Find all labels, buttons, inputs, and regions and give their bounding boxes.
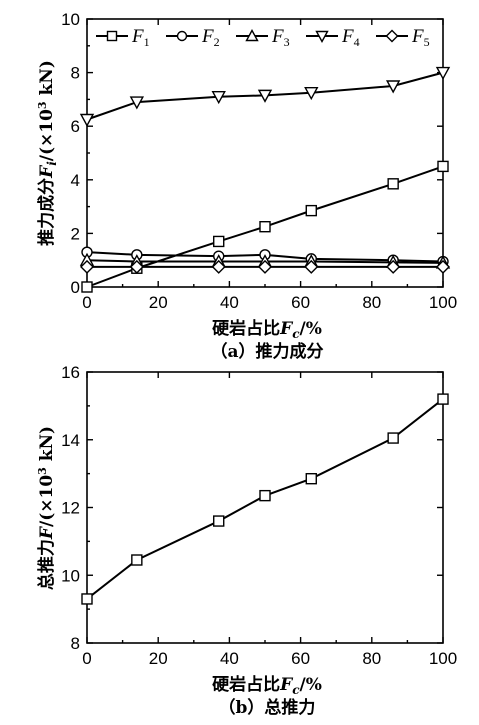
chart-a-caption: （a）推力成分 [210,341,323,362]
chart-b-x-tick-label: 40 [220,649,239,668]
chart-b-series-1-point [131,554,143,566]
chart-b-series-1-point [305,473,317,485]
chart-a-y-tick-label: 0 [71,278,80,297]
chart-a-y-tick-label: 10 [61,10,80,29]
chart-b-series-1-point [259,489,271,502]
chart-b-y-tick-label: 12 [61,499,80,518]
legend-label-5: F5 [411,26,430,49]
chart-a-y-tick-label: 4 [71,171,80,190]
legend-label-3: F3 [271,26,290,49]
chart-a-series-4-point [211,91,226,105]
chart-a-series-5-point [129,259,144,274]
chart-a-legend: F1 F2 F3 F4 F5 [96,26,430,49]
chart-a-series-1-point [437,160,449,173]
chart-b-series-1-point [437,393,449,405]
legend-marker-3 [245,29,259,42]
chart-a-x-tick-label: 100 [429,293,457,312]
chart-a-plot-frame [86,18,444,288]
chart-a-series-1-point [81,281,93,293]
chart-a-x-tick-label: 0 [82,293,91,312]
chart-a-y-axis-label: 推力成分Fi/(×103 kN) [36,60,59,246]
chart-b-series-1-point [387,432,399,444]
chart-b-y-axis-label: 总推力F/(×103 kN) [36,426,57,590]
chart-a-series-5-point [258,259,272,274]
legend-marker-1 [106,30,118,42]
chart-b: 0 20 40 60 80 100 8 10 12 14 16 总推力F/(×103 kN) 硬岩占… [36,363,457,718]
chart-a-series-4-point [79,113,95,127]
chart-a-series-1-point [305,204,317,217]
chart-a-series-5-point [211,259,226,274]
legend-marker-4 [315,30,329,43]
chart-b-y-tick-label: 10 [61,566,80,585]
chart-a-series-1-point [213,235,225,248]
chart-a-series-4-point [385,80,401,94]
chart-a-y-tick-label: 6 [71,117,80,136]
chart-b-y-tick-label: 16 [61,363,80,382]
chart-a-y-tick-label: 2 [71,224,80,243]
chart-b-x-axis-label: 硬岩占比Fc/% [212,674,322,697]
chart-a-series-1-point [387,178,399,190]
chart-b-y-tick-label: 8 [71,634,80,653]
chart-a-series-4-point [129,96,145,110]
chart-a-series-4-point [257,89,273,103]
chart-a-x-axis-label: 硬岩占比Fc/% [212,318,322,341]
chart-a-series-1-point [259,220,271,233]
chart-a-series-4-point [304,86,319,101]
chart-b-x-tick-label: 60 [291,649,310,668]
legend-label-2: F2 [201,26,220,49]
legend-label-4: F4 [341,26,360,49]
chart-b-x-tick-label: 20 [149,649,168,668]
chart-b-plot-frame [86,371,444,644]
chart-b-series-1-point [213,515,225,527]
chart-a: 0 20 40 60 80 100 0 2 4 6 8 10 F1 F2 F3 F4 F5 推力成分Fi/(×… [36,10,457,362]
chart-b-y-tick-label: 14 [61,431,80,450]
chart-a-x-tick-label: 60 [291,293,310,312]
chart-a-series-4-point [435,66,451,81]
chart-a-series-5-point [386,259,401,274]
chart-b-caption: （b）总推力 [219,697,316,718]
chart-a-series-5-point [436,259,450,274]
chart-b-x-tick-label: 80 [362,649,381,668]
legend-label-1: F1 [131,26,150,49]
chart-b-x-tick-label: 100 [429,649,457,668]
legend-marker-5 [385,29,399,43]
legend-marker-2 [176,30,188,42]
chart-b-series-1-point [81,593,93,605]
chart-a-x-tick-label: 40 [220,293,239,312]
chart-a-series-5-point [304,259,319,274]
chart-a-y-tick-label: 8 [71,64,80,83]
chart-a-x-tick-label: 20 [149,293,168,312]
chart-a-series-5-point [80,259,94,274]
chart-a-x-tick-label: 80 [362,293,381,312]
chart-b-x-tick-label: 0 [82,649,91,668]
